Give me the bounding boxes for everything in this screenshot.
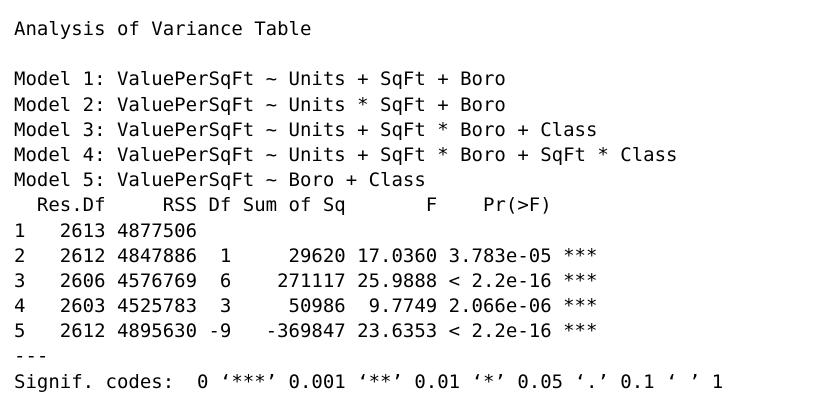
anova-table-row: 1 2613 4877506: [14, 219, 598, 242]
model-formula-1: Model 1: ValuePerSqFt ~ Units + SqFt + B…: [14, 68, 506, 91]
model-formula-2: Model 2: ValuePerSqFt ~ Units * SqFt + B…: [14, 93, 506, 116]
model-formula-3: Model 3: ValuePerSqFt ~ Units + SqFt * B…: [14, 118, 598, 141]
anova-title: Analysis of Variance Table: [14, 18, 312, 40]
anova-table-row: 4 2603 4525783 3 50986 9.7749 2.066e-06 …: [14, 295, 598, 318]
separator-line: ---: [14, 345, 49, 368]
r-console-output: Analysis of Variance Table Model 1: Valu…: [14, 17, 830, 395]
anova-table-row: 5 2612 4895630 -9 -369847 23.6353 < 2.2e…: [14, 320, 598, 343]
model-formula-5: Model 5: ValuePerSqFt ~ Boro + Class: [14, 169, 426, 192]
anova-table-row: 3 2606 4576769 6 271117 25.9888 < 2.2e-1…: [14, 269, 598, 292]
anova-table-header: Res.Df RSS Df Sum of Sq F Pr(>F): [14, 194, 598, 217]
anova-table-row: 2 2612 4847886 1 29620 17.0360 3.783e-05…: [14, 244, 598, 267]
signif-codes-legend: Signif. codes: 0 ‘***’ 0.001 ‘**’ 0.01 ‘…: [14, 370, 724, 393]
model-formula-4: Model 4: ValuePerSqFt ~ Units + SqFt * B…: [14, 143, 678, 166]
blank-line: [14, 42, 830, 67]
